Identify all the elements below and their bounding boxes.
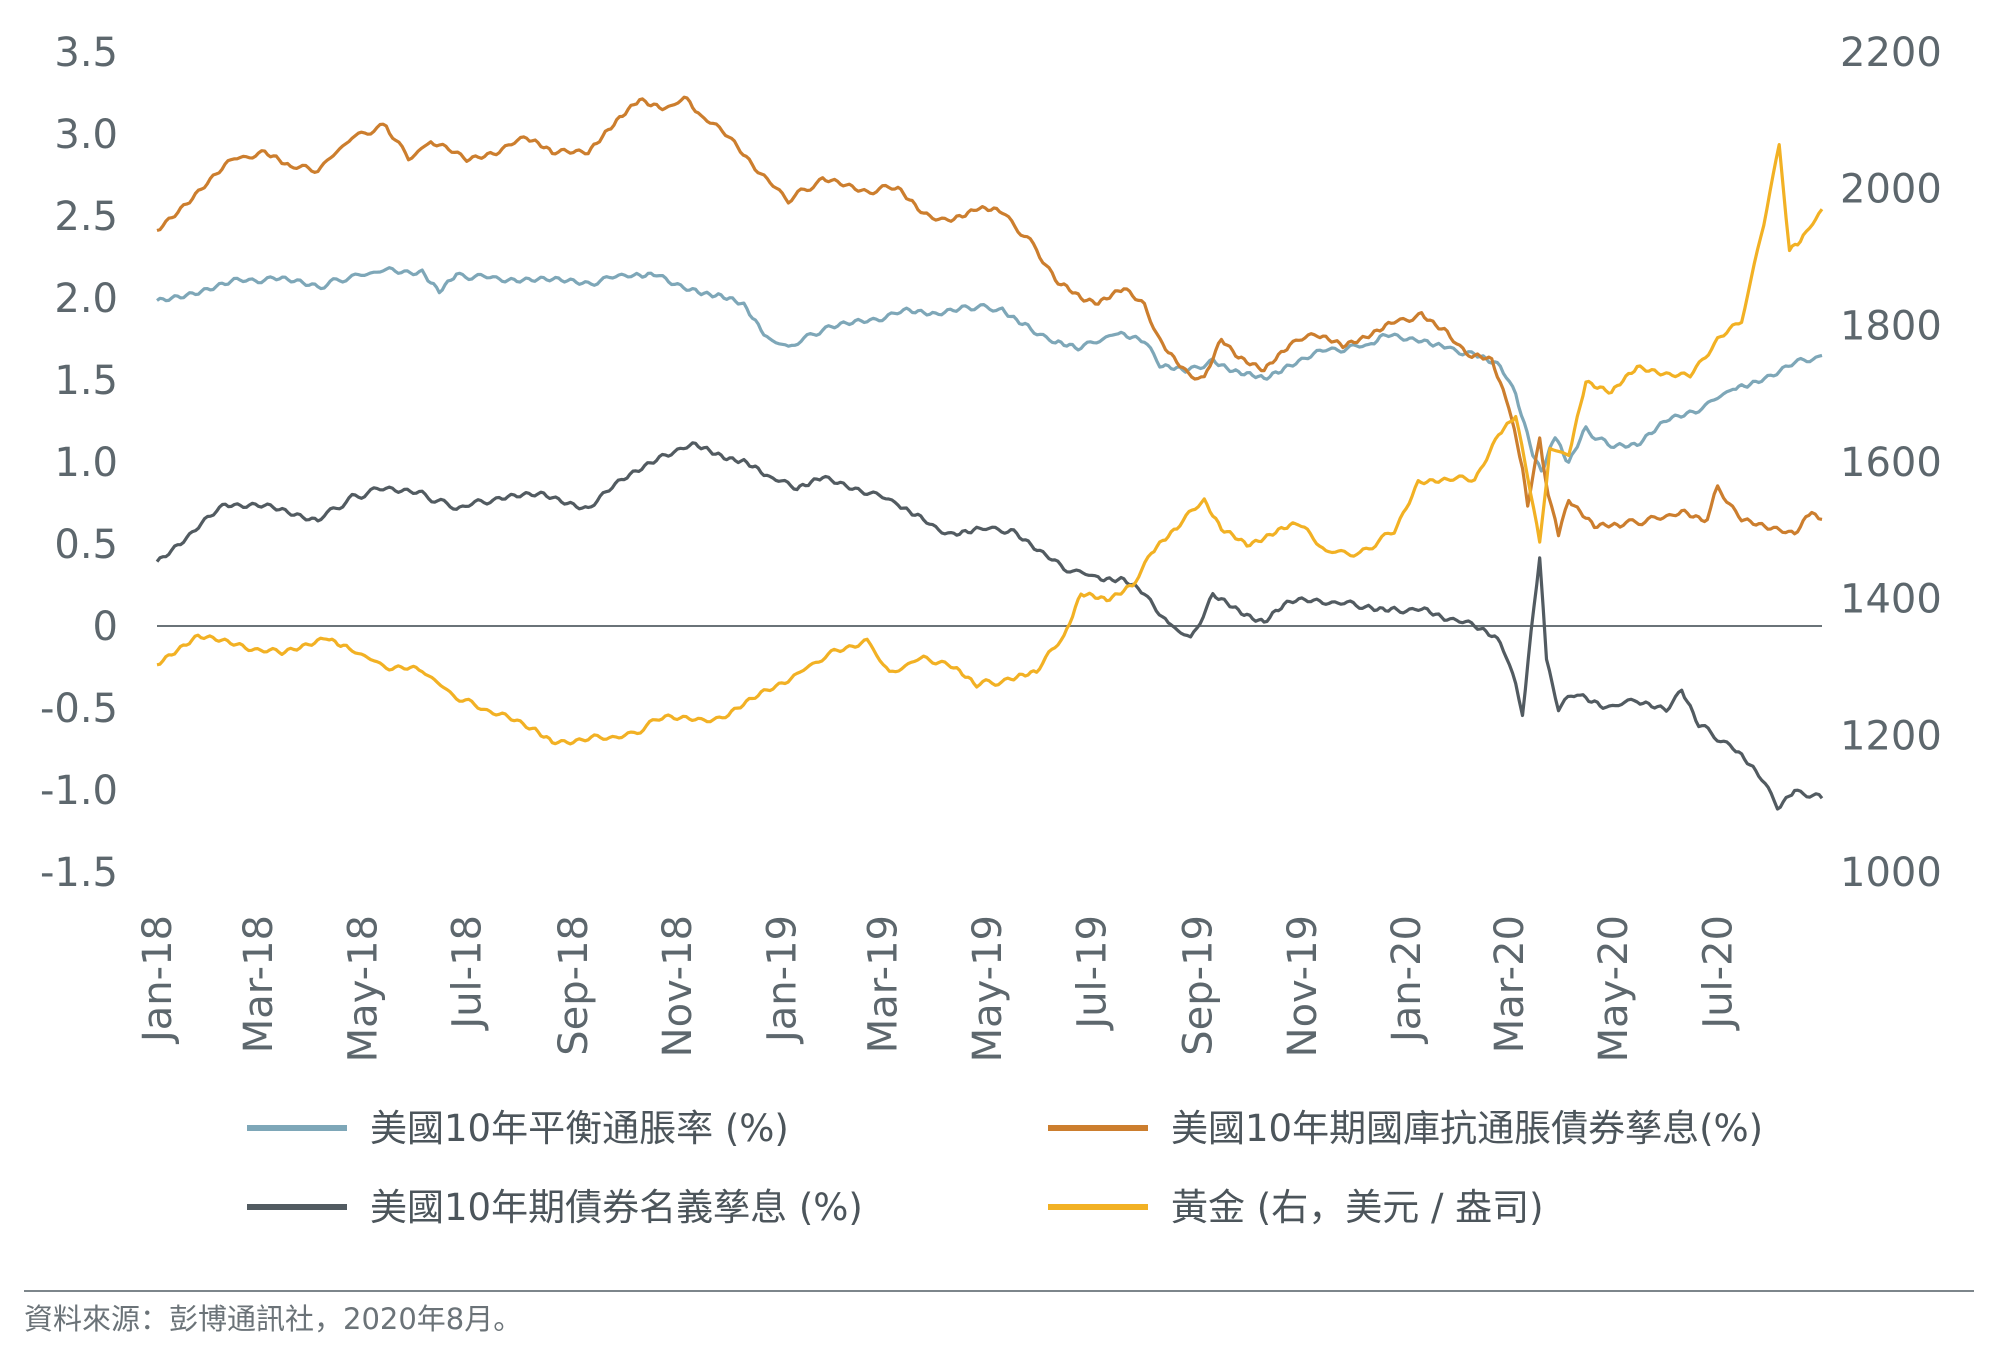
left-tick-label: 1.0	[54, 440, 118, 486]
legend: 美國10年平衡通脹率 (%) 美國10年期國庫抗通脹債券孳息(%) 美國10年期債券…	[247, 1107, 1763, 1229]
x-tick-label: Sep-19	[1175, 915, 1221, 1056]
left-tick-label: 0	[93, 604, 118, 650]
x-tick-label: Nov-18	[655, 915, 701, 1057]
series-line-0	[156, 266, 1823, 473]
x-tick-label: Jul-19	[1069, 915, 1115, 1032]
x-tick-label: May-19	[965, 915, 1011, 1062]
right-tick-label: 2000	[1840, 167, 1942, 213]
x-tick-label: Jan-18	[135, 915, 181, 1045]
left-tick-label: -1.5	[40, 850, 118, 896]
right-tick-label: 1200	[1840, 713, 1942, 759]
left-tick-label: 3.5	[54, 30, 118, 76]
x-tick-label: Jan-19	[760, 915, 806, 1045]
x-tick-label: Sep-18	[551, 915, 597, 1056]
x-tick-label: Mar-20	[1487, 915, 1533, 1053]
series-layer	[155, 95, 1824, 811]
x-tick-label: Jul-18	[445, 915, 491, 1032]
x-axis-ticks: Jan-18 Mar-18 May-18 Jul-18 Sep-18 Nov-18 Jan-…	[135, 915, 1742, 1062]
x-tick-label: May-18	[340, 915, 386, 1062]
x-tick-label: Mar-18	[236, 915, 282, 1053]
left-axis-ticks: 3.5 3.0 2.5 2.0 1.5 1.0 0.5 0 -0.5 -1.0 -1.5	[40, 30, 118, 896]
right-tick-label: 1600	[1840, 440, 1942, 486]
right-tick-label: 1000	[1840, 850, 1942, 896]
legend-label: 美國10年期債券名義孳息 (%)	[370, 1186, 863, 1229]
source-note: 資料來源：彭博通訊社，2020年8月。	[24, 1302, 523, 1336]
series-line-3	[156, 143, 1824, 746]
left-tick-label: 2.0	[54, 276, 118, 322]
x-tick-label: Nov-19	[1280, 915, 1326, 1057]
left-tick-label: 1.5	[54, 358, 118, 404]
legend-label: 黃金 (右，美元 / 盎司)	[1171, 1186, 1544, 1229]
right-tick-label: 1400	[1840, 577, 1942, 623]
legend-label: 美國10年平衡通脹率 (%)	[370, 1107, 789, 1150]
footer-divider	[24, 1290, 1974, 1292]
x-tick-label: Mar-19	[861, 915, 907, 1053]
legend-label: 美國10年期國庫抗通脹債券孳息(%)	[1171, 1107, 1763, 1150]
left-tick-label: 3.0	[54, 112, 118, 158]
left-tick-label: 2.5	[54, 194, 118, 240]
right-tick-label: 2200	[1840, 30, 1942, 76]
x-tick-label: Jan-20	[1384, 915, 1430, 1045]
left-tick-label: -1.0	[40, 768, 118, 814]
series-line-1	[156, 95, 1823, 538]
left-tick-label: -0.5	[40, 686, 118, 732]
x-tick-label: Jul-20	[1696, 915, 1742, 1032]
series-line-2	[155, 441, 1824, 811]
right-tick-label: 1800	[1840, 303, 1942, 349]
right-axis-ticks: 2200 2000 1800 1600 1400 1200 1000	[1840, 30, 1942, 896]
left-tick-label: 0.5	[54, 522, 118, 568]
x-tick-label: May-20	[1591, 915, 1637, 1062]
